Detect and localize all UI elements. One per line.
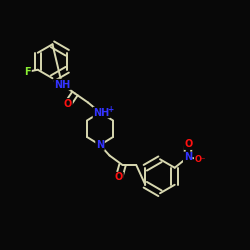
- Text: N: N: [184, 152, 192, 162]
- Text: +: +: [108, 105, 114, 114]
- Text: N: N: [96, 140, 104, 150]
- Text: NH: NH: [94, 108, 110, 118]
- Text: F: F: [24, 67, 31, 77]
- Text: NH: NH: [54, 80, 70, 90]
- Text: O: O: [115, 172, 123, 182]
- Text: O: O: [184, 139, 192, 149]
- Text: O⁻: O⁻: [194, 155, 206, 164]
- Text: O: O: [64, 99, 72, 109]
